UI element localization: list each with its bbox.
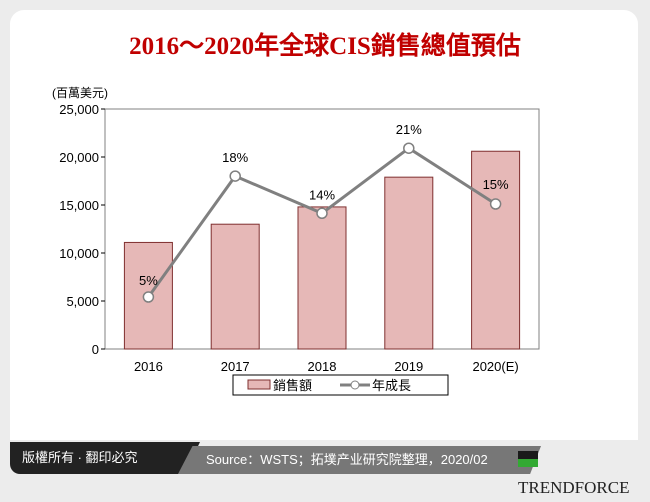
x-tick-label: 2020(E)	[472, 359, 518, 374]
chart: (百萬美元) 0 5,000 10,000 15,000 20,000 25,000 2016…	[52, 86, 540, 396]
bar-2017	[210, 223, 260, 350]
footer: 版權所有 · 翻印必究 Source：WSTS；拓墣产业研究院整理，2020/0…	[10, 442, 638, 497]
y-axis-label: (百萬美元)	[52, 86, 108, 100]
growth-label: 21%	[396, 122, 422, 137]
y-tick-label: 0	[92, 342, 99, 357]
x-tick-label: 2018	[308, 359, 337, 374]
bar-2020(E)	[471, 150, 521, 350]
legend-line-label: 年成長	[372, 378, 411, 393]
bar-2019	[384, 176, 434, 350]
source-text: Source：WSTS；拓墣产业研究院整理，2020/02	[178, 446, 541, 474]
y-tick-label: 15,000	[59, 198, 99, 213]
logo-text: TRENDFORCE	[518, 478, 630, 497]
y-tick-label: 25,000	[59, 102, 99, 117]
bar-2018	[297, 206, 347, 350]
x-tick-label: 2019	[394, 359, 423, 374]
legend-bar-swatch	[247, 379, 271, 390]
logo-icon	[518, 451, 538, 467]
growth-point	[229, 170, 241, 182]
growth-point	[489, 198, 502, 210]
growth-point	[403, 142, 415, 154]
growth-label: 18%	[222, 150, 248, 165]
legend-line-marker	[350, 380, 360, 390]
x-tick-label: 2017	[221, 359, 250, 374]
growth-label: 15%	[483, 177, 509, 192]
trendforce-logo: TRENDFORCE	[518, 446, 638, 502]
growth-point	[142, 291, 155, 303]
growth-label: 14%	[309, 187, 335, 202]
y-tick-label: 10,000	[59, 246, 99, 261]
x-tick-label: 2016	[134, 359, 163, 374]
growth-point	[316, 207, 328, 220]
y-tick-label: 5,000	[66, 294, 99, 309]
y-tick-label: 20,000	[59, 150, 99, 165]
copyright-text: 版權所有 · 翻印必究	[10, 442, 200, 474]
growth-label: 5%	[139, 273, 158, 288]
legend-bar-label: 銷售額	[273, 378, 312, 393]
chart-title: 2016～2020年全球CIS銷售總值預估	[129, 33, 521, 60]
